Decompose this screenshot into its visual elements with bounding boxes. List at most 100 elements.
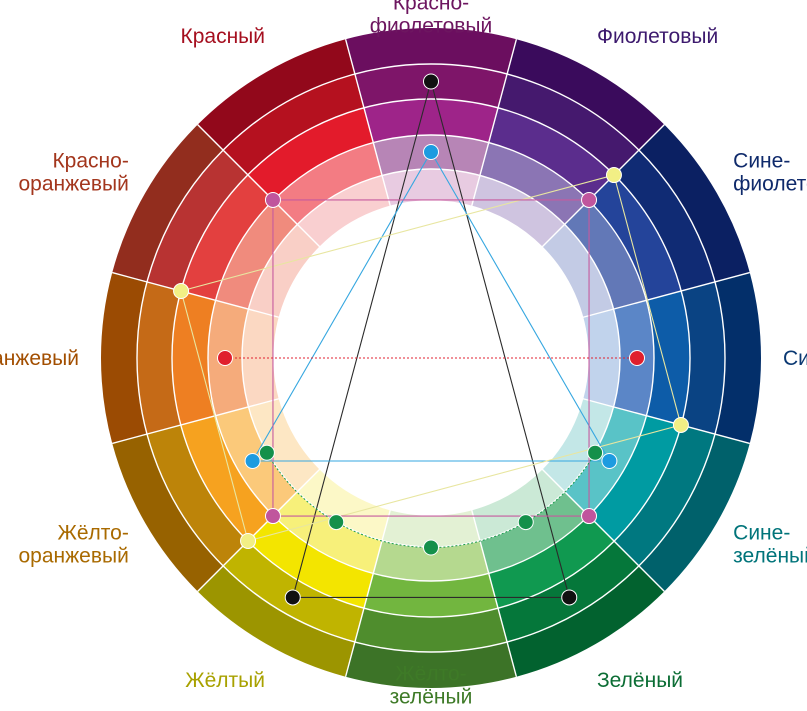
harmony-schemes: [173, 73, 689, 606]
scheme-dot: [561, 589, 578, 606]
segment-yellow-orange-ring-2: [147, 425, 248, 566]
hue-label-line: Жёлтый: [185, 669, 265, 692]
scheme-dot: [264, 508, 281, 525]
segment-yellow-green-ring-1: [345, 641, 517, 688]
scheme-square-pink: [264, 191, 598, 525]
scheme-dot: [605, 167, 622, 184]
sector-divider: [470, 509, 518, 677]
sector-divider: [112, 271, 280, 319]
segment-yellow-green-ring-5: [382, 509, 480, 547]
segment-orange-ring-3: [172, 290, 216, 426]
segment-yellow-orange-ring-3: [180, 415, 274, 542]
segment-green-ring-3: [488, 515, 615, 609]
scheme-dot: [284, 589, 301, 606]
hue-label-yellow: Жёлтый: [185, 669, 265, 692]
hue-label-red: Красный: [180, 25, 265, 48]
hue-label-green: Зелёный: [597, 669, 683, 692]
segment-red-orange-ring-2: [147, 150, 248, 291]
scheme-connector: [292, 79, 570, 599]
segment-red-ring-3: [247, 107, 374, 201]
scheme-dot: [601, 453, 618, 469]
sector-divider: [541, 124, 665, 248]
segment-violet-ring-1: [507, 39, 665, 151]
scheme-dot: [173, 283, 190, 300]
hue-label-line: Оранжевый: [0, 347, 79, 370]
segment-red-violet-ring-1: [345, 28, 517, 75]
segment-blue-ring-2: [681, 281, 725, 435]
segment-violet-ring-4: [479, 142, 589, 225]
scheme-dot: [672, 416, 689, 433]
scheme-dot: [581, 508, 598, 525]
scheme-triad-black: [284, 73, 578, 606]
scheme-complement-red: [217, 350, 645, 366]
scheme-tetrad-yellow: [173, 167, 689, 549]
sector-divider: [582, 397, 750, 445]
hue-label-line: оранжевый: [18, 545, 128, 568]
hue-label-line: Сине-: [733, 150, 790, 173]
segment-violet-ring-5: [471, 175, 565, 247]
hue-label-violet: Фиолетовый: [597, 25, 718, 48]
segment-red-ring-1: [197, 39, 355, 151]
sector-divider: [197, 468, 321, 592]
segment-blue-green-ring-3: [588, 415, 682, 542]
scheme-dot: [258, 444, 275, 461]
segment-blue-ring-3: [646, 290, 690, 426]
segment-yellow-ring-5: [297, 469, 391, 541]
hue-label-blue-green: Сине-зелёный: [733, 522, 807, 568]
sector-divider: [112, 397, 280, 445]
scheme-dot: [240, 532, 257, 549]
scheme-dot: [264, 191, 281, 208]
hue-label-line: зелёный: [390, 686, 473, 709]
hue-label-blue-violet: Сине-фиолетовый: [733, 150, 807, 196]
segment-blue-violet-ring-3: [588, 174, 682, 301]
segment-orange-ring-1: [101, 272, 148, 444]
scheme-dot: [423, 73, 439, 90]
segment-red-orange-ring-3: [180, 174, 274, 301]
scheme-connector: [251, 150, 611, 462]
segment-red-orange-ring-5: [248, 224, 320, 318]
hue-label-line: Сине-: [733, 522, 790, 545]
segment-red-violet-ring-5: [382, 169, 480, 207]
hue-label-blue: Синий: [783, 347, 807, 370]
hue-label-line: Красно-: [52, 150, 128, 173]
hue-label-line: зелёный: [733, 545, 807, 568]
hue-label-line: Жёлто-: [57, 522, 128, 545]
segment-green-ring-1: [507, 565, 665, 677]
segment-green-ring-5: [471, 469, 565, 541]
segment-red-orange-ring-1: [112, 124, 224, 282]
scheme-dot: [423, 144, 439, 160]
segment-blue-ring-5: [582, 309, 620, 407]
scheme-dot: [517, 514, 534, 531]
hue-label-line: Жёлто-: [395, 663, 466, 686]
scheme-connector: [266, 452, 596, 548]
hue-label-line: фиолетовый: [733, 173, 807, 196]
hue-label-line: Фиолетовый: [597, 25, 718, 48]
hue-label-line: оранжевый: [18, 173, 128, 196]
segment-blue-violet-ring-1: [638, 124, 750, 282]
segment-blue-green-ring-2: [614, 425, 715, 566]
segment-yellow-orange-ring-5: [248, 398, 320, 492]
segment-yellow-green-ring-3: [363, 573, 499, 618]
sector-divider: [197, 124, 321, 248]
scheme-dot: [587, 444, 604, 461]
segment-yellow-ring-4: [273, 491, 383, 574]
ring-divider: [207, 134, 655, 582]
hue-label-line: Синий: [783, 347, 807, 370]
hue-label-yellow-green: Жёлто-зелёный: [390, 663, 473, 709]
segment-orange-ring-2: [136, 281, 181, 435]
segment-blue-violet-ring-5: [542, 224, 614, 318]
segment-red-violet-ring-3: [363, 99, 499, 143]
hue-label-yellow-orange: Жёлто-оранжевый: [18, 522, 128, 568]
hue-label-line: фиолетовый: [370, 15, 493, 38]
sector-divider: [582, 271, 750, 319]
scheme-triad-blue: [244, 144, 618, 469]
segment-red-orange-ring-4: [215, 200, 298, 310]
scheme-dot: [423, 539, 439, 556]
segment-yellow-ring-1: [197, 565, 355, 677]
segment-yellow-orange-ring-1: [112, 434, 224, 592]
sector-divider: [344, 39, 392, 207]
ring-divider: [171, 98, 691, 618]
sector-divider: [470, 39, 518, 207]
